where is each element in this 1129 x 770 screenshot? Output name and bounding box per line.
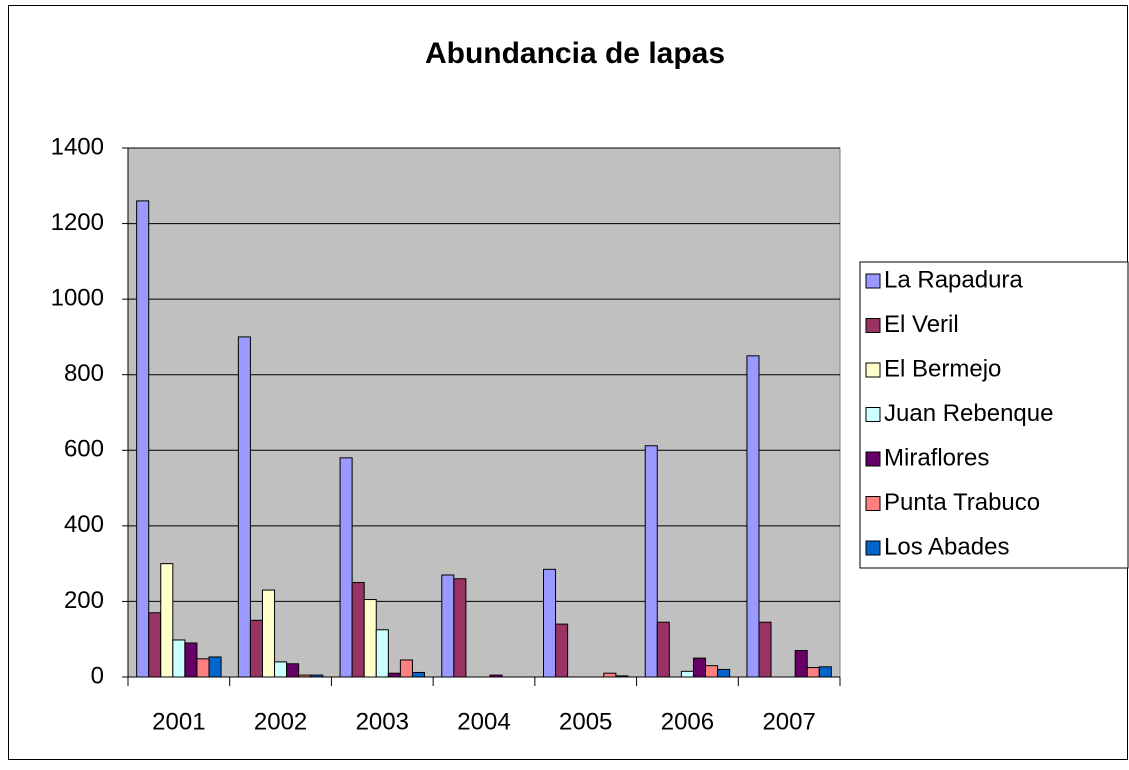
- legend-label: Juan Rebenque: [884, 400, 1053, 427]
- bar: [746, 355, 760, 678]
- bar: [806, 667, 820, 678]
- bar: [274, 661, 288, 678]
- bar: [717, 668, 731, 678]
- bar: [399, 659, 413, 678]
- bar: [680, 670, 694, 678]
- bar: [184, 642, 198, 678]
- bar: [603, 672, 617, 678]
- bar: [339, 457, 353, 678]
- legend-label: Los Abades: [884, 533, 1009, 560]
- y-tick-label: 1000: [51, 284, 104, 311]
- x-tick-label: 2002: [254, 708, 307, 735]
- y-tick-label: 1200: [51, 209, 104, 236]
- bar: [237, 336, 251, 678]
- legend-box: [859, 261, 1129, 569]
- bar: [196, 658, 210, 678]
- bar: [441, 574, 455, 678]
- legend-label: El Bermejo: [884, 355, 1001, 382]
- bar: [555, 623, 569, 678]
- y-tick-label: 0: [91, 662, 104, 689]
- y-tick-label: 600: [64, 436, 104, 463]
- bar: [160, 563, 174, 678]
- legend-label: La Rapadura: [884, 266, 1023, 293]
- x-tick-label: 2005: [559, 708, 612, 735]
- bar: [148, 612, 162, 678]
- bar: [136, 200, 150, 678]
- bar: [375, 629, 389, 678]
- legend-label: Miraflores: [884, 444, 989, 471]
- bar: [387, 672, 401, 678]
- bar: [208, 656, 222, 678]
- legend-swatch: [865, 273, 881, 289]
- legend-label: Punta Trabuco: [884, 489, 1040, 516]
- legend-swatch: [865, 407, 881, 422]
- bar: [249, 619, 263, 678]
- legend-swatch: [865, 496, 881, 511]
- chart-title: Abundancia de lapas: [425, 37, 725, 70]
- y-tick-label: 200: [64, 587, 104, 614]
- legend-swatch: [865, 451, 881, 467]
- legend-swatch: [865, 540, 881, 556]
- bar: [172, 639, 186, 678]
- bar: [411, 671, 425, 678]
- bar: [644, 445, 658, 678]
- y-tick-label: 1400: [51, 133, 104, 160]
- bar: [818, 666, 832, 678]
- legend-label: El Veril: [884, 311, 959, 338]
- legend-swatch: [865, 318, 881, 333]
- bar: [543, 568, 557, 678]
- bar: [758, 621, 772, 678]
- bar: [286, 663, 300, 678]
- bar: [705, 665, 719, 678]
- bar: [656, 621, 670, 678]
- bar: [453, 578, 467, 678]
- y-tick-label: 800: [64, 360, 104, 387]
- bar: [692, 657, 707, 678]
- x-tick-label: 2004: [457, 708, 510, 735]
- x-tick-label: 2006: [661, 708, 714, 735]
- bar: [261, 589, 276, 678]
- bar: [351, 582, 365, 678]
- x-tick-label: 2001: [152, 708, 205, 735]
- y-tick-label: 400: [64, 511, 104, 538]
- bar: [363, 599, 377, 678]
- x-tick-label: 2003: [356, 708, 409, 735]
- plot-area: [127, 147, 841, 678]
- legend-swatch: [865, 362, 881, 378]
- bar: [794, 650, 808, 678]
- x-tick-label: 2007: [762, 708, 815, 735]
